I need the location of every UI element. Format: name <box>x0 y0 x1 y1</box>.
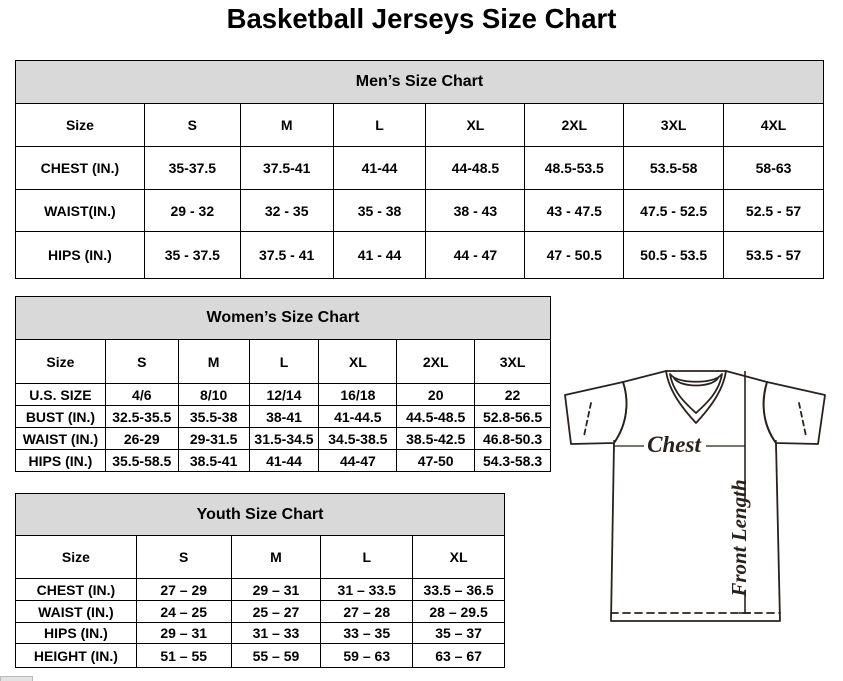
svg-text:Chest: Chest <box>647 432 701 457</box>
svg-text:Front Length: Front Length <box>727 479 751 597</box>
